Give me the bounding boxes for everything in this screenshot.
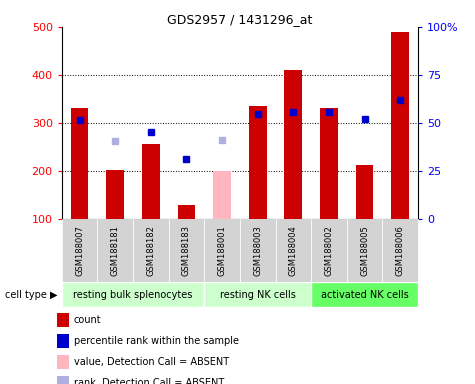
Text: GSM188005: GSM188005 — [360, 225, 369, 276]
Text: resting bulk splenocytes: resting bulk splenocytes — [73, 290, 193, 300]
Text: count: count — [74, 315, 101, 325]
Title: GDS2957 / 1431296_at: GDS2957 / 1431296_at — [167, 13, 313, 26]
Text: rank, Detection Call = ABSENT: rank, Detection Call = ABSENT — [74, 378, 224, 384]
Text: GSM188001: GSM188001 — [218, 225, 227, 276]
Bar — [71, 108, 88, 219]
Bar — [249, 106, 266, 219]
Text: GSM188183: GSM188183 — [182, 225, 191, 276]
Text: GSM188182: GSM188182 — [146, 225, 155, 276]
Bar — [311, 282, 418, 307]
Bar — [391, 32, 409, 219]
Text: GSM188006: GSM188006 — [396, 225, 405, 276]
Bar — [356, 165, 373, 219]
FancyBboxPatch shape — [169, 219, 204, 282]
FancyBboxPatch shape — [62, 219, 97, 282]
Bar — [142, 144, 160, 219]
FancyBboxPatch shape — [97, 219, 133, 282]
FancyBboxPatch shape — [382, 219, 418, 282]
FancyBboxPatch shape — [204, 219, 240, 282]
Bar — [62, 282, 204, 307]
Text: GSM188181: GSM188181 — [111, 225, 120, 276]
Text: GSM188004: GSM188004 — [289, 225, 298, 276]
FancyBboxPatch shape — [347, 219, 382, 282]
Bar — [178, 205, 195, 219]
Bar — [213, 171, 231, 219]
FancyBboxPatch shape — [133, 219, 169, 282]
Text: cell type ▶: cell type ▶ — [5, 290, 57, 300]
Bar — [285, 70, 302, 219]
FancyBboxPatch shape — [311, 219, 347, 282]
Text: activated NK cells: activated NK cells — [321, 290, 408, 300]
Text: resting NK cells: resting NK cells — [220, 290, 295, 300]
Text: value, Detection Call = ABSENT: value, Detection Call = ABSENT — [74, 357, 229, 367]
FancyBboxPatch shape — [276, 219, 311, 282]
Text: GSM188002: GSM188002 — [324, 225, 333, 276]
FancyBboxPatch shape — [240, 219, 276, 282]
Text: GSM188003: GSM188003 — [253, 225, 262, 276]
Bar — [204, 282, 311, 307]
Text: percentile rank within the sample: percentile rank within the sample — [74, 336, 238, 346]
Text: GSM188007: GSM188007 — [75, 225, 84, 276]
Bar — [106, 170, 124, 219]
Bar — [320, 109, 338, 219]
